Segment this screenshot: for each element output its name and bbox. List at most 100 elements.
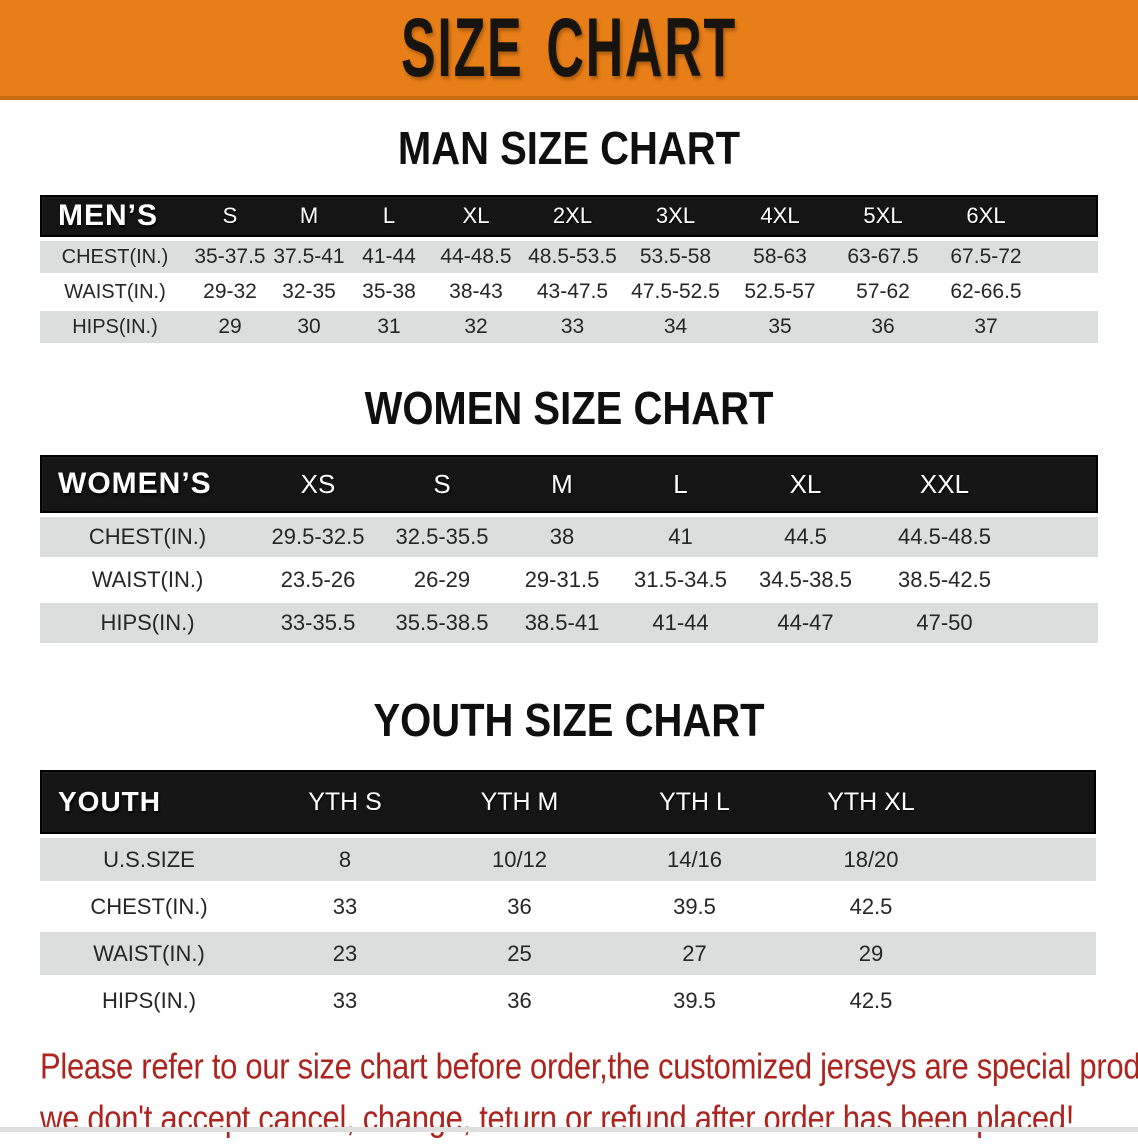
men-hips-row: HIPS(IN.) 29 30 31 32 33 34 35 36 37 xyxy=(40,311,1098,343)
disclaimer: Please refer to our size chart before or… xyxy=(40,1040,1138,1144)
cell-value: 34 xyxy=(663,315,688,338)
youth-corner-label: YOUTH xyxy=(58,786,161,817)
women-size-col-header: XS xyxy=(300,468,336,499)
men-section-heading: MAN SIZE CHART xyxy=(0,124,1138,175)
men-size-col-header: 4XL xyxy=(760,203,800,228)
cell-value: 41 xyxy=(668,524,693,549)
cell-value: 67.5-72 xyxy=(950,245,1022,268)
youth-size-table: YOUTH YTH S YTH M YTH L YTH XL U.S.SIZE … xyxy=(40,770,1096,1022)
men-size-col-header: M xyxy=(299,203,319,228)
men-size-col-header: S xyxy=(222,203,238,228)
cell-value: 36 xyxy=(507,893,532,919)
cell-value: 33 xyxy=(332,987,358,1013)
cell-value: 38.5-42.5 xyxy=(898,567,991,592)
women-size-col-header: XXL xyxy=(919,468,970,499)
banner: SIZE CHART xyxy=(0,0,1138,100)
bottom-edge-strip xyxy=(0,1127,1138,1132)
row-label: WAIST(IN.) xyxy=(93,940,205,966)
women-size-col-header: M xyxy=(551,468,573,499)
women-chest-row: CHEST(IN.) 29.5-32.5 32.5-35.5 38 41 44.… xyxy=(40,517,1098,557)
cell-value: 31.5-34.5 xyxy=(634,567,727,592)
women-section-heading: WOMEN SIZE CHART xyxy=(0,384,1138,435)
cell-value: 48.5-53.5 xyxy=(528,245,617,268)
men-size-col-header: L xyxy=(382,203,396,228)
cell-value: 34.5-38.5 xyxy=(759,567,852,592)
cell-value: 18/20 xyxy=(843,846,899,872)
cell-value: 38 xyxy=(549,524,575,549)
women-size-table: WOMEN’S XS S M L XL XXL CHEST(IN.) 29.5-… xyxy=(40,455,1098,643)
cell-value: 41-44 xyxy=(362,245,416,268)
cell-value: 33-35.5 xyxy=(280,610,356,635)
row-label: CHEST(IN.) xyxy=(90,893,208,919)
men-size-col-header: 3XL xyxy=(655,203,696,228)
row-label: CHEST(IN.) xyxy=(61,245,169,268)
cell-value: 42.5 xyxy=(849,987,893,1013)
cell-value: 58-63 xyxy=(753,245,807,268)
men-size-col-header: 2XL xyxy=(552,203,593,228)
women-corner-label: WOMEN’S xyxy=(58,467,212,500)
cell-value: 8 xyxy=(338,846,352,872)
row-label: HIPS(IN.) xyxy=(72,315,158,338)
youth-chest-row: CHEST(IN.) 33 36 39.5 42.5 xyxy=(40,885,1096,928)
cell-value: 36 xyxy=(507,987,532,1013)
cell-value: 27 xyxy=(682,940,707,966)
cell-value: 44-47 xyxy=(777,610,834,635)
men-size-col-header: XL xyxy=(462,203,490,228)
cell-value: 42.5 xyxy=(849,893,893,919)
cell-value: 41-44 xyxy=(652,610,709,635)
disclaimer-line-1: Please refer to our size chart before or… xyxy=(40,1045,1138,1087)
women-table-header-row: WOMEN’S XS S M L XL XXL xyxy=(40,455,1098,513)
youth-section-heading-text: YOUTH SIZE CHART xyxy=(373,695,765,747)
cell-value: 29 xyxy=(218,315,242,338)
cell-value: 39.5 xyxy=(673,987,716,1013)
women-waist-row: WAIST(IN.) 23.5-26 26-29 29-31.5 31.5-34… xyxy=(40,560,1098,600)
women-section-heading-text: WOMEN SIZE CHART xyxy=(364,383,774,435)
men-section-heading-text: MAN SIZE CHART xyxy=(397,123,741,175)
men-table-header-row: MEN’S S M L XL 2XL 3XL 4XL 5XL 6XL xyxy=(40,195,1098,237)
cell-value: 29-31.5 xyxy=(524,567,600,592)
cell-value: 32 xyxy=(464,315,488,338)
women-hips-row: HIPS(IN.) 33-35.5 35.5-38.5 38.5-41 41-4… xyxy=(40,603,1098,643)
row-label: HIPS(IN.) xyxy=(100,610,195,635)
page-title: SIZE CHART xyxy=(401,1,737,95)
cell-value: 23 xyxy=(332,940,358,966)
cell-value: 31 xyxy=(377,315,401,338)
cell-value: 44.5 xyxy=(784,524,827,549)
cell-value: 57-62 xyxy=(856,280,910,303)
cell-value: 39.5 xyxy=(673,893,716,919)
cell-value: 14/16 xyxy=(666,846,723,872)
cell-value: 44-48.5 xyxy=(440,245,512,268)
cell-value: 38-43 xyxy=(449,280,503,303)
youth-ussize-row: U.S.SIZE 8 10/12 14/16 18/20 xyxy=(40,838,1096,881)
cell-value: 26-29 xyxy=(413,567,471,592)
women-size-col-header: XL xyxy=(789,468,822,499)
men-corner-label: MEN’S xyxy=(58,199,159,232)
cell-value: 35 xyxy=(768,315,792,338)
cell-value: 29 xyxy=(858,940,884,966)
cell-value: 62-66.5 xyxy=(950,280,1022,303)
cell-value: 47.5-52.5 xyxy=(631,280,720,303)
row-label: WAIST(IN.) xyxy=(64,280,166,303)
men-size-col-header: 5XL xyxy=(863,203,903,228)
cell-value: 38.5-41 xyxy=(524,610,600,635)
youth-table-header-row: YOUTH YTH S YTH M YTH L YTH XL xyxy=(40,770,1096,834)
cell-value: 32-35 xyxy=(282,280,336,303)
cell-value: 29-32 xyxy=(203,280,257,303)
cell-value: 25 xyxy=(507,940,532,966)
youth-hips-row: HIPS(IN.) 33 36 39.5 42.5 xyxy=(40,979,1096,1022)
cell-value: 10/12 xyxy=(491,846,548,872)
cell-value: 23.5-26 xyxy=(280,567,356,592)
cell-value: 52.5-57 xyxy=(744,280,816,303)
cell-value: 35-37.5 xyxy=(194,245,266,268)
disclaimer-line-2: we don't accept cancel, change, teturn o… xyxy=(40,1098,1075,1139)
cell-value: 32.5-35.5 xyxy=(395,524,489,549)
cell-value: 29.5-32.5 xyxy=(271,524,365,549)
cell-value: 47-50 xyxy=(916,610,973,635)
men-waist-row: WAIST(IN.) 29-32 32-35 35-38 38-43 43-47… xyxy=(40,276,1098,308)
cell-value: 36 xyxy=(871,315,895,338)
youth-size-col-header: YTH L xyxy=(659,787,730,816)
youth-size-col-header: YTH M xyxy=(480,787,559,816)
row-label: CHEST(IN.) xyxy=(88,524,207,549)
cell-value: 30 xyxy=(297,315,321,338)
